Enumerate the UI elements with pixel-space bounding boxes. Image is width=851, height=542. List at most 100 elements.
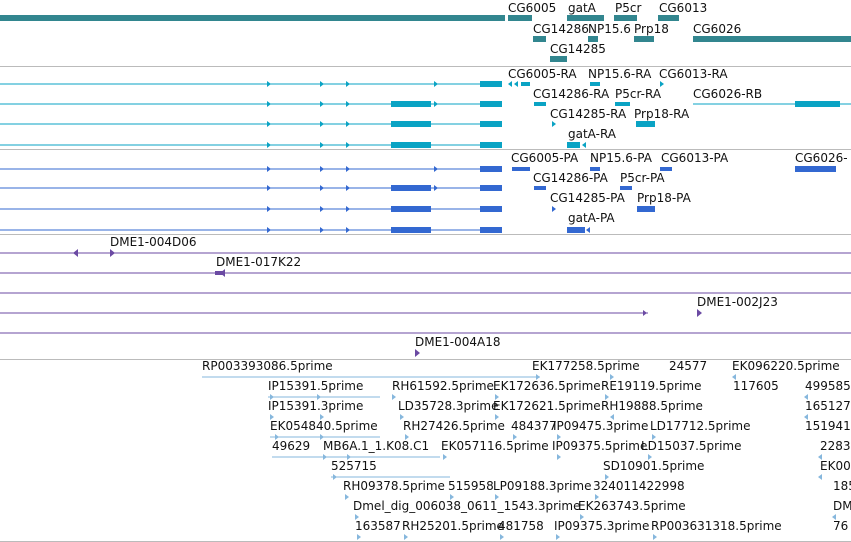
strand-arrow-right[interactable] [443,454,447,460]
strand-arrow-right[interactable] [323,454,327,460]
gene-label[interactable]: CG14285 [550,42,606,56]
est-label[interactable]: RP003393086.5prime [202,359,333,373]
strand-arrow-right[interactable] [267,185,271,191]
strand-arrow-right[interactable] [320,434,324,440]
est-label[interactable]: RH19888.5prime [601,399,703,413]
est-label[interactable]: MB6A.1_1.K08.C1 [323,439,430,453]
strand-arrow-right[interactable] [648,454,652,460]
gene-label[interactable]: CG6013 [659,1,708,15]
strand-arrow-right[interactable] [275,434,279,440]
strand-arrow-right[interactable] [346,185,350,191]
strand-arrow-left[interactable] [818,474,822,480]
est-label[interactable]: IP09375.3prime [554,519,650,533]
est-label[interactable]: EK172621.5prime [493,399,601,413]
exon-block[interactable] [567,142,580,148]
strand-arrow-right[interactable] [450,494,454,500]
est-label[interactable]: IP09375.5prime [552,439,648,453]
strand-arrow-right[interactable] [434,185,438,191]
strand-arrow-right[interactable] [405,434,409,440]
exon-block[interactable] [480,142,502,148]
strand-arrow-right[interactable] [267,227,271,233]
exon-block[interactable] [391,142,431,148]
strand-arrow-right[interactable] [317,394,321,400]
gene-bar[interactable] [693,36,851,42]
strand-arrow-right[interactable] [346,121,350,127]
strand-arrow-right[interactable] [605,474,609,480]
est-label[interactable]: RH09378.5prime [343,479,445,493]
gene-label[interactable]: CG6005 [508,1,557,15]
protein-label[interactable]: CG14286-PA [533,171,608,185]
est-label[interactable]: EK096220.5prime [732,359,840,373]
strand-arrow-right[interactable] [346,101,350,107]
transcript-label[interactable]: CG14286-RA [533,87,610,101]
gene-bar[interactable] [567,15,604,21]
strand-arrow-right[interactable] [595,494,599,500]
est-label[interactable]: RH61592.5prime [392,379,494,393]
est-label[interactable]: 481758 [498,519,544,533]
est-label[interactable]: RE19119.5prime [601,379,702,393]
est-label[interactable]: 515958 [448,479,494,493]
strand-arrow-right[interactable] [347,454,351,460]
est-label[interactable]: 163587 [355,519,401,533]
est-label[interactable]: DM [833,499,851,513]
strand-arrow-right[interactable] [267,101,271,107]
strand-arrow-right[interactable] [355,514,359,520]
gene-label[interactable]: NP15.6 [588,22,631,36]
strand-arrow-right[interactable] [434,81,438,87]
strand-arrow-right[interactable] [320,142,324,148]
strand-arrow-right[interactable] [267,81,271,87]
strand-arrow-right[interactable] [357,534,361,540]
strand-arrow-right[interactable] [415,349,420,357]
transcript-label[interactable]: NP15.6-RA [588,67,652,81]
est-label[interactable]: 49629 [272,439,311,453]
strand-arrow-right[interactable] [392,394,396,400]
gene-bar[interactable] [658,15,679,21]
transcript-label[interactable]: Prp18-RA [634,107,690,121]
strand-arrow-left[interactable] [508,81,512,87]
strand-arrow-right[interactable] [536,374,540,380]
strand-arrow-right[interactable] [333,474,337,480]
exon-block[interactable] [660,167,672,171]
est-label[interactable]: IP15391.3prime [268,399,364,413]
exon-block[interactable] [590,167,600,171]
strand-arrow-right[interactable] [320,121,324,127]
est-label[interactable]: RH27426.5prime [403,419,505,433]
strand-arrow-right[interactable] [267,121,271,127]
strand-arrow-left[interactable] [818,454,822,460]
strand-arrow-right[interactable] [610,374,614,380]
gene-label[interactable]: CG14286 [533,22,589,36]
exon-block[interactable] [636,121,655,127]
exon-block[interactable] [512,167,530,171]
strand-arrow-right[interactable] [500,534,504,540]
strand-arrow-right[interactable] [320,166,324,172]
clone-label[interactable]: DME1-002J23 [697,295,778,309]
strand-arrow-left[interactable] [804,394,808,400]
strand-arrow-right[interactable] [556,534,560,540]
protein-label[interactable]: Prp18-PA [637,191,691,205]
est-label[interactable]: 76 [833,519,849,533]
exon-block[interactable] [567,227,585,233]
exon-block[interactable] [590,82,600,86]
protein-label[interactable]: CG6013-PA [661,151,729,165]
est-label[interactable]: 324011422998 [593,479,685,493]
est-label[interactable]: EK172636.5prime [493,379,601,393]
strand-arrow-right[interactable] [552,206,556,212]
strand-arrow-left[interactable] [582,142,586,148]
est-label[interactable]: RH25201.5prime [402,519,504,533]
transcript-label[interactable]: CG6005-RA [508,67,577,81]
strand-arrow-right[interactable] [605,394,609,400]
strand-arrow-right[interactable] [495,414,499,420]
strand-arrow-left[interactable] [610,414,614,420]
strand-arrow-left[interactable] [832,514,836,520]
strand-arrow-left[interactable] [586,227,590,233]
strand-arrow-right[interactable] [557,454,561,460]
est-label[interactable]: Dmel_dig_006038_0611_1543.3prime [353,499,581,513]
est-label[interactable]: RP003631318.5prime [651,519,782,533]
gene-bar[interactable] [614,15,637,21]
strand-arrow-right[interactable] [267,166,271,172]
est-label[interactable]: LD15037.5prime [641,439,742,453]
strand-arrow-right[interactable] [400,414,404,420]
strand-arrow-right[interactable] [320,185,324,191]
strand-arrow-right[interactable] [267,206,271,212]
gene-label[interactable]: P5cr [615,1,642,15]
